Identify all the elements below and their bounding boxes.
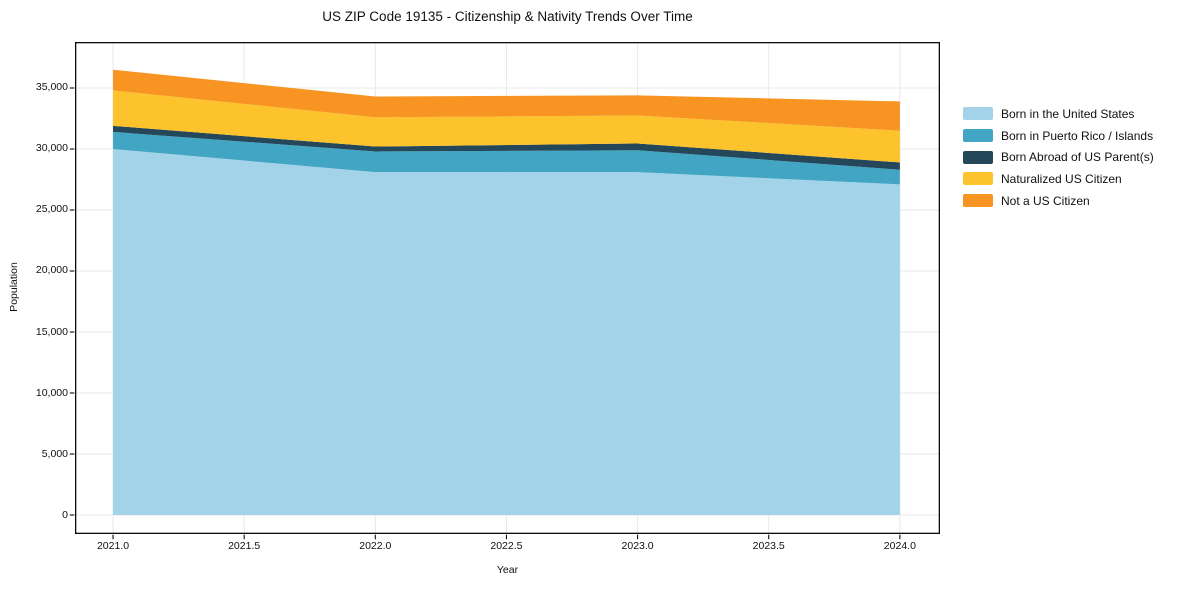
plot-area (69, 41, 941, 540)
x-tick-label: 2022.5 (490, 540, 523, 552)
legend-swatch-born-pr (963, 129, 993, 143)
x-tick-label: 2022.0 (359, 540, 392, 552)
y-tick-label: 35,000 (35, 81, 68, 94)
legend-swatch-born-abroad (963, 150, 993, 164)
legend-swatch-not-citizen (963, 194, 993, 208)
legend: Born in the United States Born in Puerto… (963, 103, 1154, 211)
chart-title: US ZIP Code 19135 - Citizenship & Nativi… (322, 9, 693, 24)
legend-item: Not a US Citizen (963, 190, 1154, 212)
plot-spines (74, 41, 941, 535)
y-tick-label: 25,000 (35, 203, 68, 216)
x-tick-label: 2023.0 (621, 540, 654, 552)
y-tick-label: 0 (62, 508, 68, 521)
area-series-1 (113, 131, 900, 185)
y-tick-label: 10,000 (35, 386, 68, 399)
area-series-2 (113, 125, 900, 170)
legend-item: Born in Puerto Rico / Islands (963, 125, 1154, 147)
legend-swatch-naturalized (963, 172, 993, 186)
legend-swatch-born-us (963, 107, 993, 121)
x-tick-label: 2024.0 (883, 540, 916, 552)
area-series-3 (113, 90, 900, 163)
y-tick-label: 15,000 (35, 325, 68, 338)
area-series-0 (113, 149, 900, 515)
area-series-4 (113, 69, 900, 131)
legend-label: Born in the United States (1001, 106, 1135, 121)
y-axis-label: Population (8, 262, 20, 312)
legend-label: Not a US Citizen (1001, 193, 1090, 208)
y-tick-label: 30,000 (35, 142, 68, 155)
legend-item: Born Abroad of US Parent(s) (963, 146, 1154, 168)
legend-label: Naturalized US Citizen (1001, 171, 1122, 186)
x-tick-label: 2021.0 (96, 540, 130, 552)
legend-label: Born in Puerto Rico / Islands (1001, 128, 1154, 143)
x-axis-label: Year (496, 564, 519, 576)
x-tick-label: 2021.5 (228, 540, 261, 552)
x-tick-label: 2023.5 (752, 540, 785, 552)
legend-item: Born in the United States (963, 103, 1154, 125)
y-tick-label: 20,000 (35, 264, 68, 277)
legend-label: Born Abroad of US Parent(s) (1001, 150, 1154, 165)
legend-item: Naturalized US Citizen (963, 168, 1154, 190)
y-tick-label: 5,000 (41, 447, 68, 460)
